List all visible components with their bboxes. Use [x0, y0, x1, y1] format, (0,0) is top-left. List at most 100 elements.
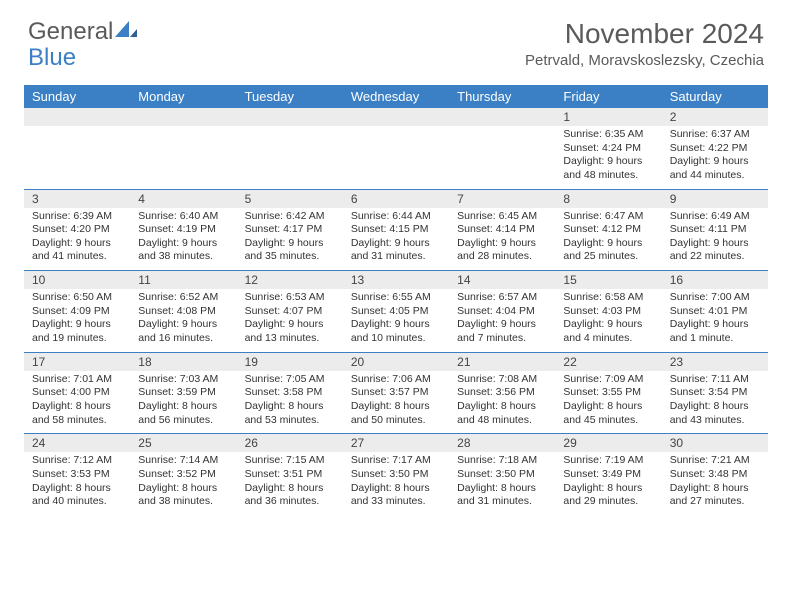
- day-cell: [343, 126, 449, 189]
- day-day2: and 10 minutes.: [351, 332, 443, 346]
- day-sunset: Sunset: 4:07 PM: [245, 305, 337, 319]
- day-cell: [449, 126, 555, 189]
- title-location: Petrvald, Moravskoslezsky, Czechia: [525, 52, 764, 69]
- day-sunrise: Sunrise: 7:12 AM: [32, 454, 124, 468]
- day-cell: Sunrise: 7:21 AMSunset: 3:48 PMDaylight:…: [662, 452, 768, 515]
- day-day2: and 1 minute.: [670, 332, 762, 346]
- day-sunset: Sunset: 4:22 PM: [670, 142, 762, 156]
- day-sunrise: Sunrise: 6:49 AM: [670, 210, 762, 224]
- day-day2: and 7 minutes.: [457, 332, 549, 346]
- day-sunset: Sunset: 4:17 PM: [245, 223, 337, 237]
- logo-text-1: General: [28, 18, 113, 46]
- day-number: 18: [130, 353, 236, 371]
- logo-sail-icon: [115, 18, 137, 46]
- day-cell: Sunrise: 7:03 AMSunset: 3:59 PMDaylight:…: [130, 371, 236, 434]
- day-sunset: Sunset: 4:12 PM: [563, 223, 655, 237]
- day-sunset: Sunset: 4:24 PM: [563, 142, 655, 156]
- day-cell: Sunrise: 7:15 AMSunset: 3:51 PMDaylight:…: [237, 452, 343, 515]
- day-number: 21: [449, 353, 555, 371]
- day-number: 24: [24, 434, 130, 452]
- day-day1: Daylight: 9 hours: [32, 237, 124, 251]
- day-sunrise: Sunrise: 7:11 AM: [670, 373, 762, 387]
- day-number: 3: [24, 190, 130, 208]
- day-cell: Sunrise: 6:39 AMSunset: 4:20 PMDaylight:…: [24, 208, 130, 271]
- day-sunset: Sunset: 4:00 PM: [32, 386, 124, 400]
- day-day2: and 56 minutes.: [138, 414, 230, 428]
- day-day1: Daylight: 9 hours: [245, 318, 337, 332]
- day-sunrise: Sunrise: 7:05 AM: [245, 373, 337, 387]
- day-day1: Daylight: 9 hours: [670, 237, 762, 251]
- day-sunrise: Sunrise: 7:08 AM: [457, 373, 549, 387]
- day-sunset: Sunset: 3:50 PM: [457, 468, 549, 482]
- day-sunset: Sunset: 4:15 PM: [351, 223, 443, 237]
- day-day1: Daylight: 8 hours: [32, 482, 124, 496]
- day-cell: Sunrise: 7:01 AMSunset: 4:00 PMDaylight:…: [24, 371, 130, 434]
- calendar: Sunday Monday Tuesday Wednesday Thursday…: [24, 85, 768, 515]
- day-sunrise: Sunrise: 7:00 AM: [670, 291, 762, 305]
- day-number: [237, 108, 343, 126]
- day-number: 28: [449, 434, 555, 452]
- day-number-row: 10111213141516: [24, 270, 768, 289]
- day-day2: and 4 minutes.: [563, 332, 655, 346]
- day-number: 4: [130, 190, 236, 208]
- day-day2: and 48 minutes.: [563, 169, 655, 183]
- day-sunrise: Sunrise: 7:06 AM: [351, 373, 443, 387]
- day-number: 17: [24, 353, 130, 371]
- title-block: November 2024 Petrvald, Moravskoslezsky,…: [525, 18, 764, 69]
- day-day2: and 48 minutes.: [457, 414, 549, 428]
- day-sunset: Sunset: 3:48 PM: [670, 468, 762, 482]
- day-day2: and 13 minutes.: [245, 332, 337, 346]
- day-day2: and 33 minutes.: [351, 495, 443, 509]
- day-number: 22: [555, 353, 661, 371]
- day-number: 10: [24, 271, 130, 289]
- day-number: 30: [662, 434, 768, 452]
- day-day1: Daylight: 8 hours: [457, 400, 549, 414]
- day-cell: Sunrise: 6:47 AMSunset: 4:12 PMDaylight:…: [555, 208, 661, 271]
- day-content-row: Sunrise: 6:50 AMSunset: 4:09 PM Daylight:…: [24, 289, 768, 352]
- day-day2: and 19 minutes.: [32, 332, 124, 346]
- day-day1: Daylight: 8 hours: [32, 400, 124, 414]
- day-sunrise: Sunrise: 6:55 AM: [351, 291, 443, 305]
- day-sunset: Sunset: 4:19 PM: [138, 223, 230, 237]
- day-sunrise: Sunrise: 6:39 AM: [32, 210, 124, 224]
- day-day1: Daylight: 8 hours: [351, 400, 443, 414]
- day-cell: [130, 126, 236, 189]
- day-number: [24, 108, 130, 126]
- day-day2: and 28 minutes.: [457, 250, 549, 264]
- day-number: 14: [449, 271, 555, 289]
- col-thursday: Thursday: [449, 85, 555, 108]
- day-day2: and 16 minutes.: [138, 332, 230, 346]
- day-day2: and 50 minutes.: [351, 414, 443, 428]
- day-sunset: Sunset: 3:58 PM: [245, 386, 337, 400]
- day-sunrise: Sunrise: 7:14 AM: [138, 454, 230, 468]
- day-sunset: Sunset: 3:56 PM: [457, 386, 549, 400]
- day-sunrise: Sunrise: 6:45 AM: [457, 210, 549, 224]
- day-day2: and 22 minutes.: [670, 250, 762, 264]
- day-sunrise: Sunrise: 6:37 AM: [670, 128, 762, 142]
- day-day1: Daylight: 8 hours: [138, 400, 230, 414]
- day-day1: Daylight: 9 hours: [670, 155, 762, 169]
- col-sunday: Sunday: [24, 85, 130, 108]
- col-tuesday: Tuesday: [237, 85, 343, 108]
- day-sunset: Sunset: 4:20 PM: [32, 223, 124, 237]
- day-number: 13: [343, 271, 449, 289]
- day-sunrise: Sunrise: 6:57 AM: [457, 291, 549, 305]
- day-number: 25: [130, 434, 236, 452]
- day-sunset: Sunset: 4:09 PM: [32, 305, 124, 319]
- day-number: [130, 108, 236, 126]
- day-cell: Sunrise: 7:00 AMSunset: 4:01 PMDaylight:…: [662, 289, 768, 352]
- day-day2: and 25 minutes.: [563, 250, 655, 264]
- day-cell: Sunrise: 7:06 AMSunset: 3:57 PMDaylight:…: [343, 371, 449, 434]
- day-sunset: Sunset: 4:04 PM: [457, 305, 549, 319]
- day-sunrise: Sunrise: 6:50 AM: [32, 291, 124, 305]
- day-sunrise: Sunrise: 7:15 AM: [245, 454, 337, 468]
- day-content-row: Sunrise: 7:12 AMSunset: 3:53 PMDaylight:…: [24, 452, 768, 515]
- day-cell: Sunrise: 7:17 AMSunset: 3:50 PMDaylight:…: [343, 452, 449, 515]
- day-sunset: Sunset: 3:57 PM: [351, 386, 443, 400]
- day-day1: Daylight: 9 hours: [563, 155, 655, 169]
- col-saturday: Saturday: [662, 85, 768, 108]
- day-day1: Daylight: 8 hours: [457, 482, 549, 496]
- day-cell: Sunrise: 7:14 AMSunset: 3:52 PMDaylight:…: [130, 452, 236, 515]
- day-sunset: Sunset: 4:14 PM: [457, 223, 549, 237]
- day-day2: and 35 minutes.: [245, 250, 337, 264]
